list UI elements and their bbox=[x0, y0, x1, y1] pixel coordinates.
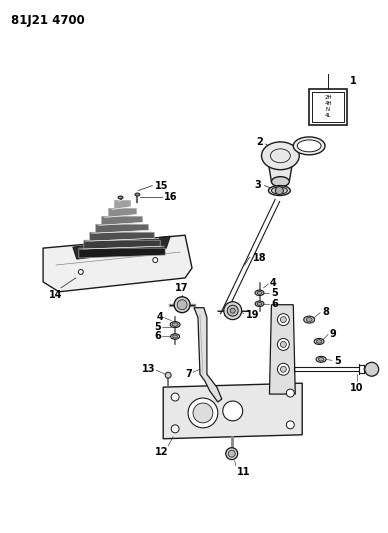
Ellipse shape bbox=[170, 321, 180, 328]
Text: 6: 6 bbox=[272, 298, 278, 309]
Ellipse shape bbox=[135, 193, 140, 196]
Circle shape bbox=[286, 421, 294, 429]
Circle shape bbox=[171, 425, 179, 433]
Ellipse shape bbox=[255, 290, 264, 295]
Ellipse shape bbox=[173, 335, 178, 338]
Ellipse shape bbox=[118, 196, 123, 199]
Text: 18: 18 bbox=[253, 253, 266, 263]
Polygon shape bbox=[109, 208, 137, 217]
Polygon shape bbox=[73, 236, 170, 259]
Text: 5: 5 bbox=[154, 321, 161, 332]
Circle shape bbox=[277, 338, 289, 350]
Text: 81J21 4700: 81J21 4700 bbox=[11, 14, 85, 27]
Circle shape bbox=[153, 257, 158, 263]
Circle shape bbox=[171, 393, 179, 401]
Circle shape bbox=[224, 302, 242, 320]
Polygon shape bbox=[268, 164, 292, 182]
Text: 2: 2 bbox=[256, 137, 263, 147]
Text: 3: 3 bbox=[255, 180, 262, 190]
Ellipse shape bbox=[272, 187, 288, 194]
Circle shape bbox=[174, 297, 190, 313]
Polygon shape bbox=[102, 216, 142, 225]
Circle shape bbox=[165, 372, 171, 378]
Ellipse shape bbox=[314, 338, 324, 344]
Text: 4L: 4L bbox=[325, 112, 331, 118]
Polygon shape bbox=[84, 240, 160, 249]
Circle shape bbox=[78, 270, 83, 274]
Text: 4: 4 bbox=[269, 278, 276, 288]
Text: 2H: 2H bbox=[324, 95, 332, 100]
Circle shape bbox=[281, 366, 286, 372]
Text: 8: 8 bbox=[322, 306, 329, 317]
Ellipse shape bbox=[297, 140, 321, 152]
Ellipse shape bbox=[316, 357, 326, 362]
Polygon shape bbox=[79, 248, 165, 258]
Text: 17: 17 bbox=[175, 283, 189, 293]
Text: 5: 5 bbox=[272, 288, 278, 298]
Ellipse shape bbox=[171, 334, 180, 339]
Text: 5: 5 bbox=[334, 357, 341, 366]
Text: 16: 16 bbox=[164, 192, 178, 203]
Ellipse shape bbox=[172, 323, 178, 326]
Circle shape bbox=[223, 401, 242, 421]
Polygon shape bbox=[309, 90, 347, 125]
Circle shape bbox=[227, 305, 238, 316]
Text: 10: 10 bbox=[350, 383, 364, 393]
Ellipse shape bbox=[306, 318, 312, 321]
Ellipse shape bbox=[304, 316, 315, 323]
Polygon shape bbox=[90, 232, 154, 241]
Text: 4H: 4H bbox=[324, 101, 332, 106]
Ellipse shape bbox=[257, 292, 262, 294]
Text: 19: 19 bbox=[246, 310, 259, 320]
Circle shape bbox=[177, 300, 187, 310]
Text: 15: 15 bbox=[155, 181, 169, 191]
Ellipse shape bbox=[318, 358, 324, 361]
Ellipse shape bbox=[262, 142, 299, 169]
Text: N: N bbox=[326, 107, 330, 111]
Ellipse shape bbox=[268, 185, 290, 196]
Text: 7: 7 bbox=[185, 369, 192, 379]
Text: 1: 1 bbox=[350, 76, 357, 86]
Circle shape bbox=[277, 364, 289, 375]
Circle shape bbox=[281, 317, 286, 322]
Circle shape bbox=[275, 187, 283, 195]
Ellipse shape bbox=[257, 302, 262, 305]
Ellipse shape bbox=[255, 301, 264, 306]
Polygon shape bbox=[194, 308, 222, 402]
Polygon shape bbox=[163, 383, 302, 439]
Circle shape bbox=[228, 450, 235, 457]
Polygon shape bbox=[114, 200, 130, 209]
Circle shape bbox=[188, 398, 218, 428]
Circle shape bbox=[281, 342, 286, 348]
Circle shape bbox=[365, 362, 379, 376]
Text: 9: 9 bbox=[329, 328, 336, 338]
Text: 14: 14 bbox=[49, 290, 62, 300]
Text: 12: 12 bbox=[155, 447, 169, 457]
Circle shape bbox=[286, 389, 294, 397]
Polygon shape bbox=[312, 92, 344, 122]
Circle shape bbox=[226, 448, 238, 459]
Polygon shape bbox=[43, 235, 192, 292]
Ellipse shape bbox=[272, 176, 289, 187]
Text: 13: 13 bbox=[142, 364, 155, 374]
Polygon shape bbox=[96, 224, 148, 233]
Text: 6: 6 bbox=[154, 332, 161, 342]
Text: 11: 11 bbox=[237, 466, 250, 477]
Ellipse shape bbox=[293, 137, 325, 155]
Ellipse shape bbox=[316, 340, 322, 343]
Circle shape bbox=[193, 403, 213, 423]
Polygon shape bbox=[269, 305, 295, 394]
Circle shape bbox=[230, 308, 235, 313]
Circle shape bbox=[277, 313, 289, 326]
Text: 4: 4 bbox=[156, 312, 163, 321]
